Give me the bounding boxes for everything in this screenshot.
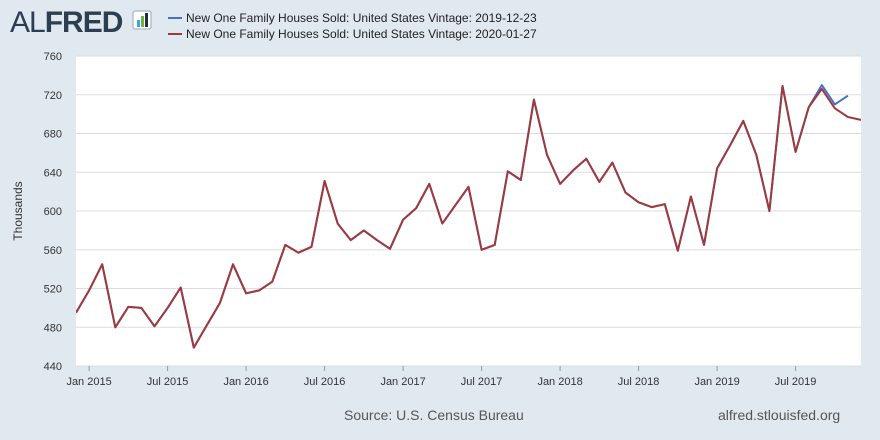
line-chart: 440 480 520 560 600 640 680 720 760 Jan 2015 Jul … <box>11 51 874 388</box>
logo-prefix: AL <box>10 6 46 39</box>
y-tick-label: 720 <box>44 90 62 102</box>
x-axis-ticks: Jan 2015 Jul 2015 Jan 2016 Jul 2016 Jan 2017… <box>66 366 816 388</box>
x-tick-label: Jul 2016 <box>304 376 346 388</box>
y-tick-label: 600 <box>44 206 62 218</box>
x-tick-label: Jul 2018 <box>618 376 660 388</box>
x-tick-label: Jul 2017 <box>461 376 503 388</box>
source-text: Source: U.S. Census Bureau <box>344 407 524 423</box>
y-axis-title: Thousands <box>11 181 25 240</box>
y-tick-label: 560 <box>44 245 62 257</box>
x-tick-label: Jan 2016 <box>223 376 268 388</box>
y-tick-label: 640 <box>44 167 62 179</box>
x-tick-label: Jan 2018 <box>537 376 582 388</box>
alfred-logo[interactable]: ALFRED <box>10 6 124 40</box>
x-tick-label: Jul 2015 <box>147 376 189 388</box>
y-axis-ticks: 440 480 520 560 600 640 680 720 760 <box>44 51 62 373</box>
y-tick-label: 480 <box>44 322 62 334</box>
chart-legend: New One Family Houses Sold: United State… <box>168 10 537 42</box>
y-tick-label: 440 <box>44 361 62 373</box>
legend-item-series-2[interactable]: New One Family Houses Sold: United State… <box>168 26 537 42</box>
y-tick-label: 760 <box>44 51 62 63</box>
grid-lines <box>76 55 861 367</box>
series-line-2[interactable] <box>76 85 874 349</box>
legend-item-series-1[interactable]: New One Family Houses Sold: United State… <box>168 10 537 26</box>
x-tick-label: Jul 2019 <box>775 376 817 388</box>
y-tick-label: 520 <box>44 284 62 296</box>
legend-swatch-series-1 <box>168 16 182 19</box>
chart-bars-icon <box>132 10 152 30</box>
x-tick-label: Jan 2019 <box>694 376 739 388</box>
x-tick-label: Jan 2015 <box>66 376 111 388</box>
legend-label-series-1: New One Family Houses Sold: United State… <box>186 11 537 25</box>
logo-main: FRED <box>44 6 124 39</box>
legend-swatch-series-2 <box>168 32 182 35</box>
site-link[interactable]: alfred.stlouisfed.org <box>718 407 841 423</box>
x-tick-label: Jan 2017 <box>380 376 425 388</box>
legend-label-series-2: New One Family Houses Sold: United State… <box>186 27 537 41</box>
series-lines <box>76 84 874 349</box>
y-tick-label: 680 <box>44 129 62 141</box>
